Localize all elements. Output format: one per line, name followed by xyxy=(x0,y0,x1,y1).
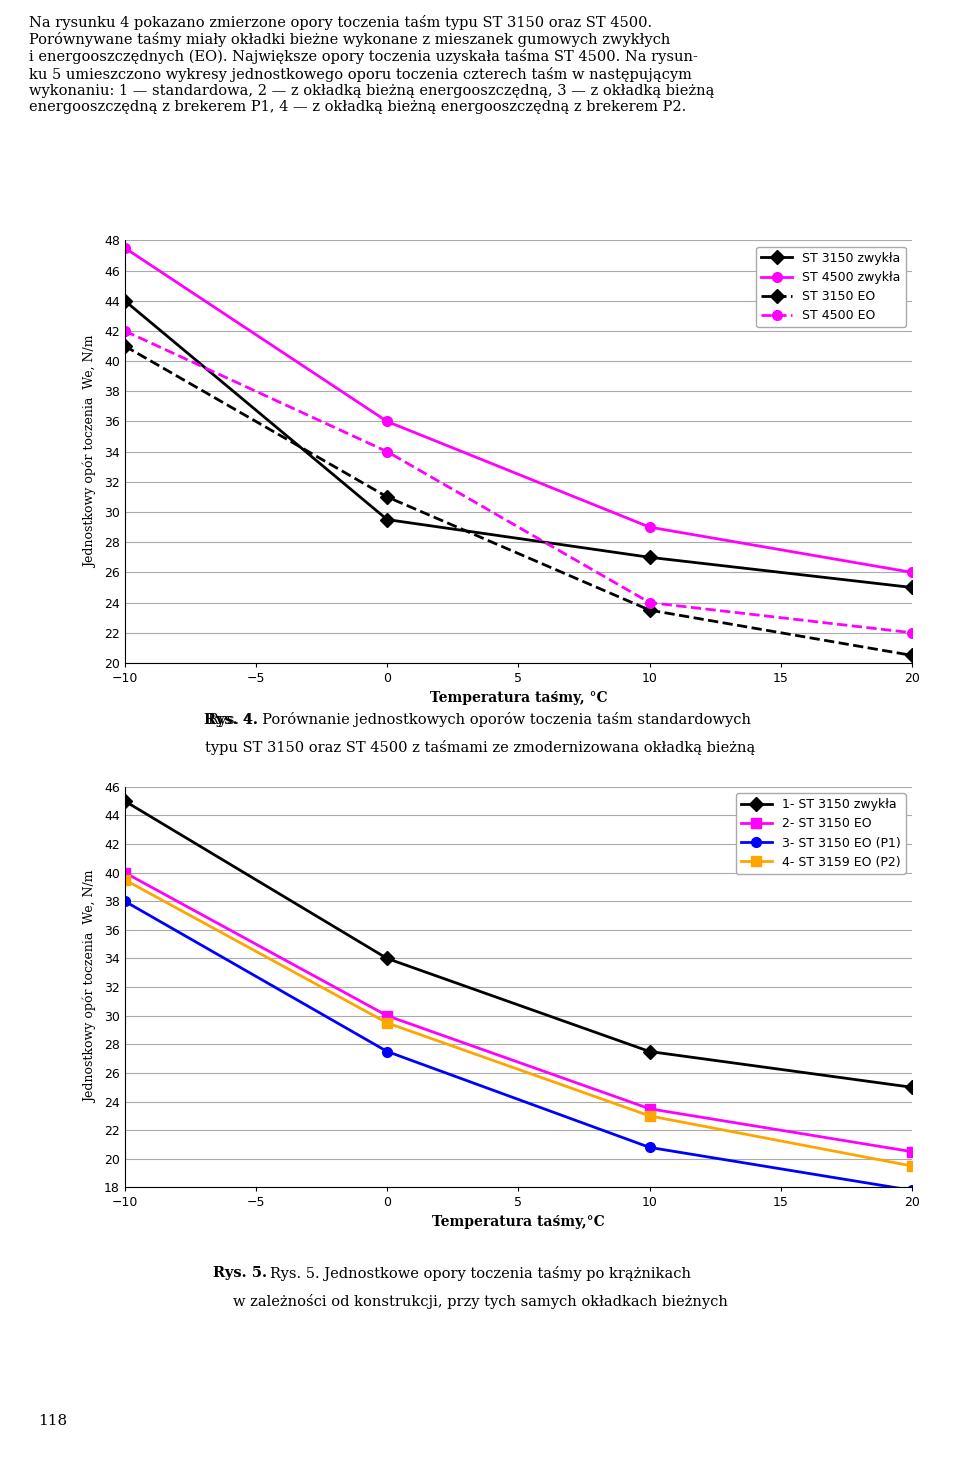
1- ST 3150 zwykła xyxy=(644,1043,656,1061)
2- ST 3150 EO xyxy=(119,864,131,881)
4- ST 3159 EO (P2) xyxy=(381,1014,393,1032)
3- ST 3150 EO (P1) xyxy=(906,1182,918,1199)
ST 3150 zwykła xyxy=(906,578,918,596)
X-axis label: Temperatura taśmy, °C: Temperatura taśmy, °C xyxy=(429,691,608,705)
ST 4500 EO xyxy=(381,443,393,460)
Text: w zależności od konstrukcji, przy tych samych okładkach bieżnych: w zależności od konstrukcji, przy tych s… xyxy=(232,1294,728,1308)
Text: Na rysunku 4 pokazano zmierzone opory toczenia taśm typu ST 3150 oraz ST 4500.
P: Na rysunku 4 pokazano zmierzone opory to… xyxy=(29,15,714,114)
2- ST 3150 EO xyxy=(381,1007,393,1024)
ST 4500 zwykła xyxy=(119,239,131,256)
Text: Rys. 4.: Rys. 4. xyxy=(204,712,258,727)
4- ST 3159 EO (P2) xyxy=(119,871,131,889)
ST 3150 EO xyxy=(644,602,656,619)
ST 3150 zwykła xyxy=(644,549,656,567)
3- ST 3150 EO (P1) xyxy=(644,1139,656,1157)
3- ST 3150 EO (P1) xyxy=(119,893,131,911)
ST 3150 EO xyxy=(119,337,131,354)
Line: ST 4500 zwykła: ST 4500 zwykła xyxy=(120,243,917,577)
ST 4500 EO xyxy=(644,594,656,612)
1- ST 3150 zwykła xyxy=(906,1078,918,1096)
ST 3150 EO xyxy=(906,647,918,664)
Legend: ST 3150 zwykła, ST 4500 zwykła, ST 3150 EO, ST 4500 EO: ST 3150 zwykła, ST 4500 zwykła, ST 3150 … xyxy=(756,246,905,328)
ST 4500 EO xyxy=(119,322,131,339)
3- ST 3150 EO (P1) xyxy=(381,1043,393,1061)
4- ST 3159 EO (P2) xyxy=(906,1157,918,1174)
Text: Rys. 4. Porównanie jednostkowych oporów toczenia taśm standardowych: Rys. 4. Porównanie jednostkowych oporów … xyxy=(208,712,752,727)
Line: 1- ST 3150 zwykła: 1- ST 3150 zwykła xyxy=(120,796,917,1093)
ST 3150 EO xyxy=(381,488,393,506)
Line: ST 4500 EO: ST 4500 EO xyxy=(120,326,917,638)
Line: 4- ST 3159 EO (P2): 4- ST 3159 EO (P2) xyxy=(120,876,917,1171)
2- ST 3150 EO xyxy=(906,1142,918,1160)
ST 4500 zwykła xyxy=(906,564,918,581)
1- ST 3150 zwykła xyxy=(381,950,393,967)
Legend: 1- ST 3150 zwykła, 2- ST 3150 EO, 3- ST 3150 EO (P1), 4- ST 3159 EO (P2): 1- ST 3150 zwykła, 2- ST 3150 EO, 3- ST … xyxy=(735,793,905,874)
ST 4500 zwykła xyxy=(381,412,393,430)
Text: typu ST 3150 oraz ST 4500 z taśmami ze zmodernizowana okładką bieżną: typu ST 3150 oraz ST 4500 z taśmami ze z… xyxy=(204,740,756,755)
Text: Rys. 5. Jednostkowe opory toczenia taśmy po krążnikach: Rys. 5. Jednostkowe opory toczenia taśmy… xyxy=(270,1266,690,1281)
Text: Rys. 5.: Rys. 5. xyxy=(213,1266,267,1281)
Text: 118: 118 xyxy=(38,1413,67,1428)
Line: 2- ST 3150 EO: 2- ST 3150 EO xyxy=(120,868,917,1157)
Line: 3- ST 3150 EO (P1): 3- ST 3150 EO (P1) xyxy=(120,896,917,1195)
4- ST 3159 EO (P2) xyxy=(644,1107,656,1125)
ST 3150 zwykła xyxy=(381,511,393,529)
Y-axis label: Jednostkowy opór toczenia  We, N/m: Jednostkowy opór toczenia We, N/m xyxy=(84,871,97,1103)
Line: ST 3150 EO: ST 3150 EO xyxy=(120,341,917,660)
2- ST 3150 EO xyxy=(644,1100,656,1118)
Line: ST 3150 zwykła: ST 3150 zwykła xyxy=(120,296,917,593)
ST 4500 EO xyxy=(906,624,918,641)
ST 4500 zwykła xyxy=(644,519,656,536)
1- ST 3150 zwykła xyxy=(119,793,131,810)
Y-axis label: Jednostkowy opór toczenia  We, N/m: Jednostkowy opór toczenia We, N/m xyxy=(84,335,97,568)
ST 3150 zwykła xyxy=(119,291,131,309)
X-axis label: Temperatura taśmy,°C: Temperatura taśmy,°C xyxy=(432,1215,605,1230)
